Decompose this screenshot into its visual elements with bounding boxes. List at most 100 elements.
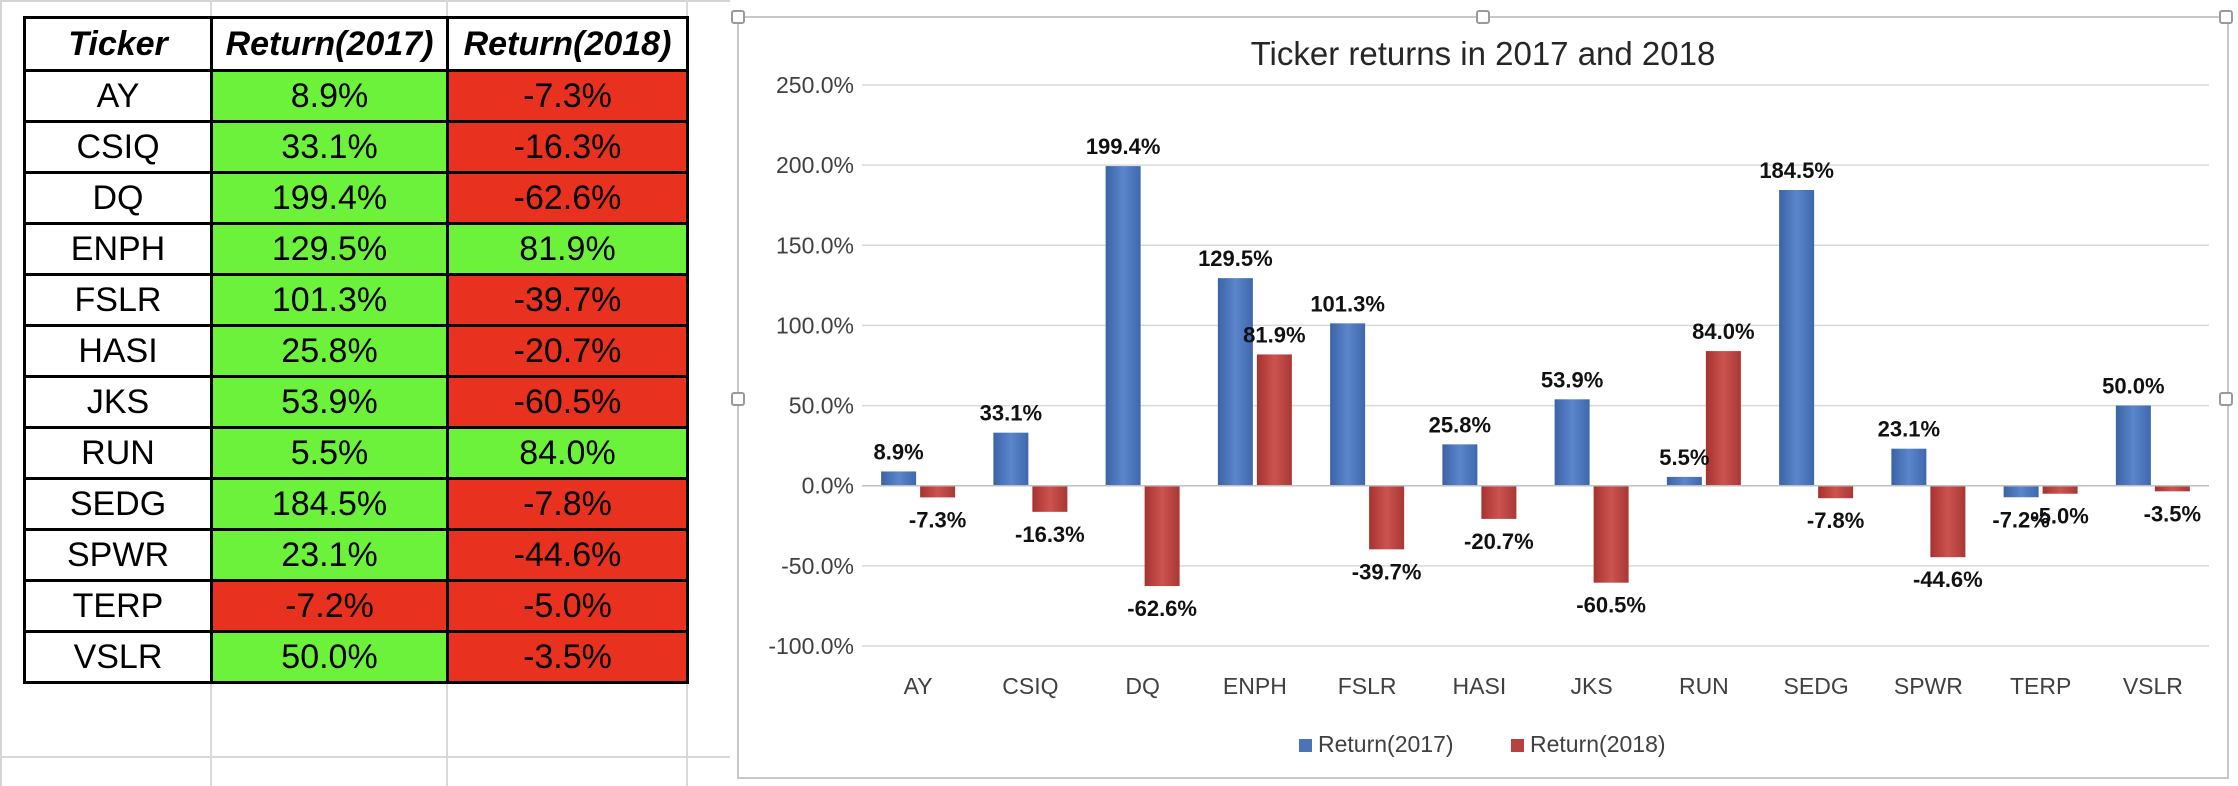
ticker-cell[interactable]: RUN — [23, 426, 213, 480]
legend-label: Return(2018) — [1530, 731, 1666, 757]
x-tick-label: SPWR — [1894, 673, 1963, 699]
ticker-cell[interactable]: AY — [23, 69, 213, 123]
table-row: DQ 199.4% -62.6% — [23, 171, 689, 225]
chart-panel[interactable] — [731, 10, 2233, 779]
ticker-cell[interactable]: DQ — [23, 171, 213, 225]
x-tick-label: DQ — [1125, 673, 1160, 699]
legend-label: Return(2017) — [1318, 731, 1454, 757]
return-2017-cell[interactable]: 8.9% — [210, 69, 449, 123]
return-2018-cell[interactable]: -60.5% — [446, 375, 689, 429]
data-label: 25.8% — [1429, 412, 1491, 437]
bar-2017 — [881, 471, 917, 486]
data-label: 33.1% — [980, 401, 1042, 426]
ticker-cell[interactable]: VSLR — [23, 630, 213, 684]
ticker-cell[interactable]: JKS — [23, 375, 213, 429]
bar-2018 — [2154, 485, 2190, 492]
data-label: -62.6% — [1127, 596, 1197, 621]
return-2017-cell[interactable]: 101.3% — [210, 273, 449, 327]
x-tick-label: JKS — [1571, 673, 1613, 699]
table-row: JKS 53.9% -60.5% — [23, 375, 689, 429]
legend-swatch — [1299, 739, 1312, 752]
return-2017-cell[interactable]: 33.1% — [210, 120, 449, 174]
data-label: 184.5% — [1759, 158, 1834, 183]
ticker-cell[interactable]: CSIQ — [23, 120, 213, 174]
y-tick-label: 200.0% — [776, 152, 854, 178]
y-tick-label: 150.0% — [776, 232, 854, 258]
column-header[interactable]: Ticker — [23, 16, 213, 72]
data-label: -39.7% — [1352, 559, 1422, 584]
return-2018-cell[interactable]: -5.0% — [446, 579, 689, 633]
bar-2018 — [1369, 485, 1405, 550]
resize-handle[interactable] — [2219, 10, 2233, 24]
ticker-cell[interactable]: HASI — [23, 324, 213, 378]
data-label: 53.9% — [1541, 367, 1603, 392]
data-label: -7.2% — [1992, 507, 2049, 532]
return-2017-cell[interactable]: 23.1% — [210, 528, 449, 582]
x-tick-label: SEDG — [1784, 673, 1849, 699]
resize-handle[interactable] — [731, 392, 745, 406]
data-label: 129.5% — [1198, 246, 1273, 271]
data-label: -7.8% — [1807, 508, 1864, 533]
bar-2018 — [1930, 485, 1966, 558]
resize-handle[interactable] — [731, 10, 745, 24]
data-label: 101.3% — [1310, 291, 1385, 316]
bar-2018 — [1032, 485, 1068, 512]
return-2018-cell[interactable]: -7.3% — [446, 69, 689, 123]
bar-2017 — [1891, 448, 1927, 486]
table-row: SPWR 23.1% -44.6% — [23, 528, 689, 582]
x-tick-label: VSLR — [2123, 673, 2183, 699]
bar-2018 — [1593, 485, 1629, 583]
return-2017-cell[interactable]: -7.2% — [210, 579, 449, 633]
table-row: FSLR 101.3% -39.7% — [23, 273, 689, 327]
data-label: 5.5% — [1659, 445, 1709, 470]
ticker-cell[interactable]: ENPH — [23, 222, 213, 276]
return-2018-cell[interactable]: -62.6% — [446, 171, 689, 225]
x-tick-label: TERP — [2010, 673, 2071, 699]
return-2018-cell[interactable]: 81.9% — [446, 222, 689, 276]
return-2018-cell[interactable]: 84.0% — [446, 426, 689, 480]
table-row: ENPH 129.5% 81.9% — [23, 222, 689, 276]
bar-2017 — [2003, 485, 2039, 498]
return-2018-cell[interactable]: -3.5% — [446, 630, 689, 684]
column-header[interactable]: Return(2018) — [446, 16, 689, 72]
table-row: HASI 25.8% -20.7% — [23, 324, 689, 378]
ticker-cell[interactable]: TERP — [23, 579, 213, 633]
ticker-cell[interactable]: SEDG — [23, 477, 213, 531]
data-label: -3.5% — [2144, 501, 2201, 526]
spreadsheet-area: Ticker Return(2017) Return(2018) AY 8.9% -7.… — [0, 0, 730, 786]
y-tick-label: -50.0% — [781, 553, 854, 579]
column-header[interactable]: Return(2017) — [210, 16, 449, 72]
resize-handle[interactable] — [2219, 392, 2233, 406]
ticker-cell[interactable]: FSLR — [23, 273, 213, 327]
y-tick-label: 50.0% — [789, 393, 854, 419]
bar-2017 — [1666, 476, 1702, 486]
y-tick-label: 250.0% — [776, 72, 854, 98]
return-2017-cell[interactable]: 5.5% — [210, 426, 449, 480]
return-2018-cell[interactable]: -20.7% — [446, 324, 689, 378]
return-2018-cell[interactable]: -7.8% — [446, 477, 689, 531]
bar-2018 — [1144, 485, 1180, 587]
return-2017-cell[interactable]: 53.9% — [210, 375, 449, 429]
return-2018-cell[interactable]: -39.7% — [446, 273, 689, 327]
bar-2017 — [1330, 323, 1366, 486]
bar-2017 — [1105, 166, 1141, 486]
table-row: AY 8.9% -7.3% — [23, 69, 689, 123]
return-2018-cell[interactable]: -16.3% — [446, 120, 689, 174]
ticker-cell[interactable]: SPWR — [23, 528, 213, 582]
return-2017-cell[interactable]: 184.5% — [210, 477, 449, 531]
data-label: -7.3% — [909, 507, 966, 532]
return-2017-cell[interactable]: 129.5% — [210, 222, 449, 276]
data-label: 84.0% — [1692, 319, 1754, 344]
return-2017-cell[interactable]: 199.4% — [210, 171, 449, 225]
return-2018-cell[interactable]: -44.6% — [446, 528, 689, 582]
legend-swatch — [1511, 739, 1524, 752]
table-row: VSLR 50.0% -3.5% — [23, 630, 689, 684]
y-tick-label: 100.0% — [776, 312, 854, 338]
x-tick-label: ENPH — [1223, 673, 1287, 699]
resize-handle[interactable] — [1476, 10, 1490, 24]
return-2017-cell[interactable]: 50.0% — [210, 630, 449, 684]
table-row: TERP -7.2% -5.0% — [23, 579, 689, 633]
x-tick-label: HASI — [1453, 673, 1507, 699]
return-2017-cell[interactable]: 25.8% — [210, 324, 449, 378]
data-label: 50.0% — [2102, 374, 2164, 399]
